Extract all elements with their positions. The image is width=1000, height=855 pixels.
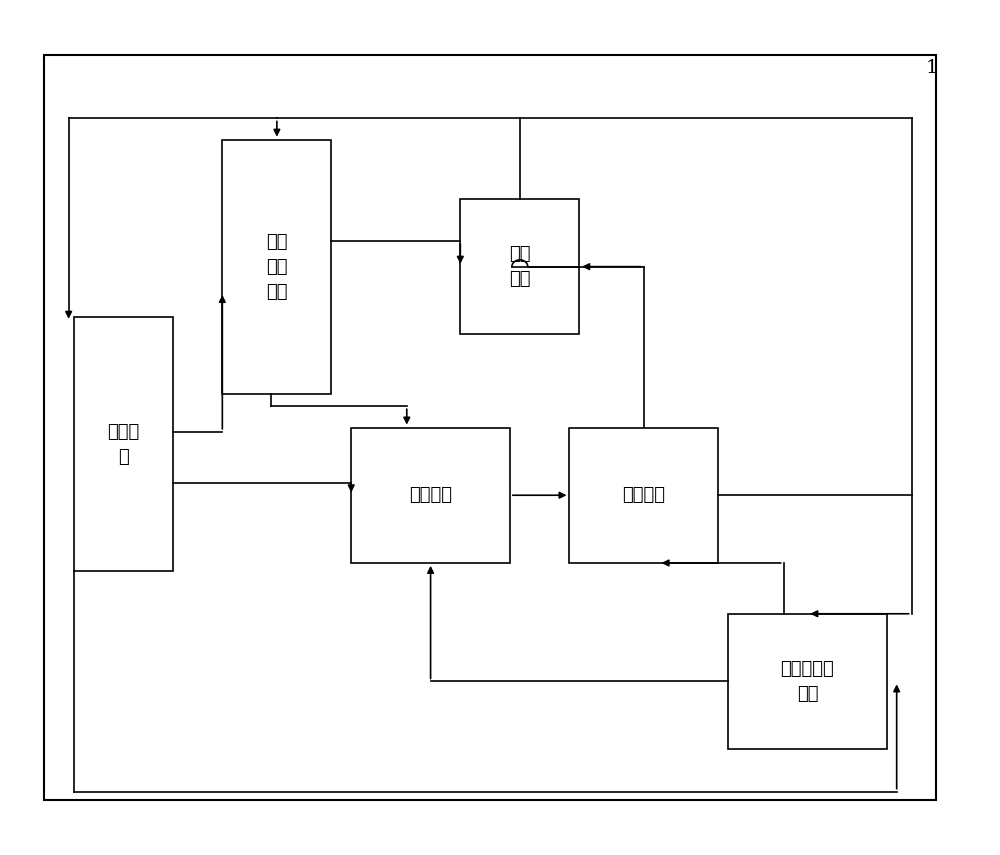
- Bar: [222, 139, 331, 393]
- Text: 控制模块: 控制模块: [409, 486, 452, 504]
- Bar: [460, 199, 579, 334]
- Bar: [728, 614, 887, 749]
- Text: 延时
模块: 延时 模块: [509, 245, 531, 288]
- Text: 神经网络逆
模块: 神经网络逆 模块: [781, 660, 834, 703]
- Bar: [44, 55, 936, 800]
- Text: 神经
网络
模块: 神经 网络 模块: [266, 233, 288, 301]
- Text: 输入模
块: 输入模 块: [107, 423, 139, 466]
- Text: 1: 1: [925, 59, 938, 77]
- Bar: [351, 428, 510, 563]
- Bar: [74, 317, 173, 571]
- Bar: [569, 428, 718, 563]
- Text: 输出模块: 输出模块: [622, 486, 665, 504]
